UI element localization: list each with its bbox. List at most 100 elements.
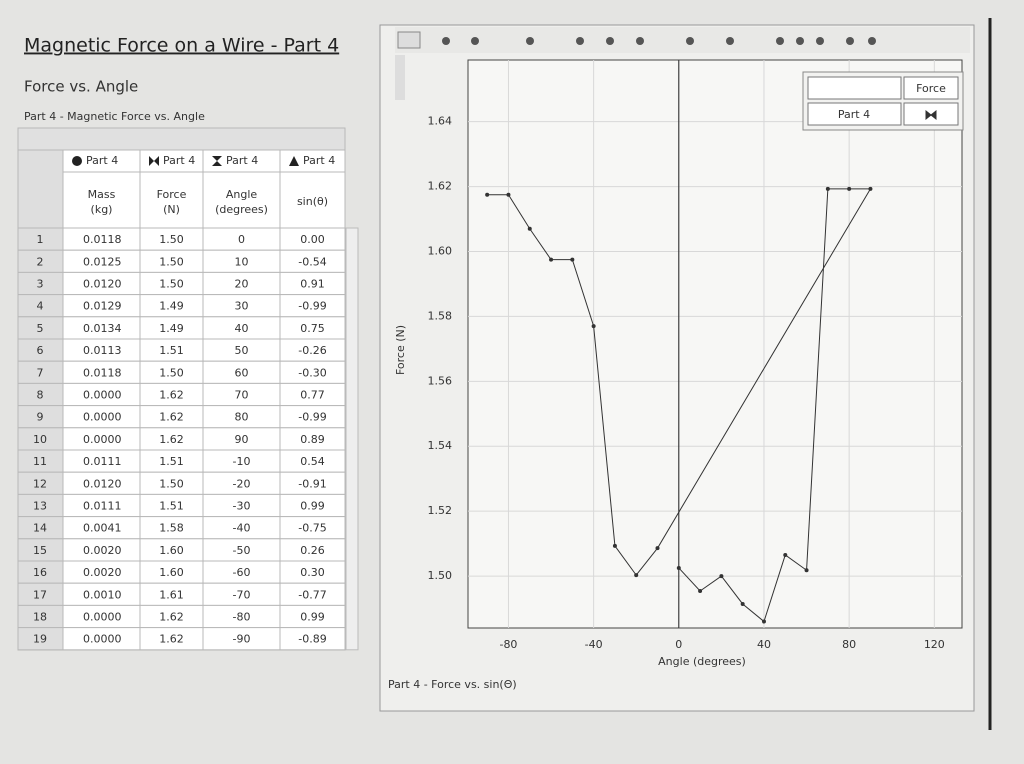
table-value: 1.62 [159,633,184,646]
table-value: -60 [233,566,251,579]
table-value: 30 [235,300,249,313]
scrollbar[interactable] [395,55,405,100]
row-number: 3 [37,278,44,291]
y-axis-label: Force (N) [394,325,407,375]
table-value: 0.30 [300,566,325,579]
table-value: 1.49 [159,322,184,335]
table-value: 0.75 [300,322,325,335]
table-value: 10 [235,255,249,268]
table-value: 1.61 [159,588,184,601]
data-point [825,186,830,191]
table-top [17,127,346,151]
series-symbol [289,156,299,166]
column-unit: (kg) [91,203,113,216]
table-value: 0.54 [300,455,325,468]
table-value: 0.0111 [83,455,122,468]
table-value: 60 [235,366,249,379]
table-value: 0.91 [300,278,325,291]
row-number: 8 [37,389,44,402]
table-value: 0.26 [300,544,325,557]
legend-label: Part 4 [838,108,870,121]
group-label: Part 4 [303,154,335,167]
table-value: -80 [233,611,251,624]
table-value: 0.99 [300,611,325,624]
row-number: 18 [33,611,47,624]
table-value: 1.60 [159,566,184,579]
table-value: 0.0120 [83,477,122,490]
table-value: 90 [235,433,249,446]
row-number: 12 [33,477,47,490]
legend-cell [903,102,959,126]
table-value: 1.62 [159,411,184,424]
data-point [506,192,511,197]
table-value: -0.77 [298,588,326,601]
table-value: 0.00 [300,233,325,246]
table-value: 1.62 [159,389,184,402]
x-tick-label: 0 [675,638,682,651]
x-tick-label: -80 [499,638,517,651]
y-tick-label: 1.62 [428,180,453,193]
table-value: 0.0000 [83,411,122,424]
series-symbol [149,156,159,166]
row-number: 15 [33,544,47,557]
row-number: 14 [33,522,47,535]
toolbar[interactable] [395,27,970,53]
data-point [719,574,724,579]
y-tick-label: 1.60 [428,244,453,257]
data-point [612,543,617,548]
table-value: 0.0020 [83,566,122,579]
table-value: 0.0118 [83,366,122,379]
table-value: -0.75 [298,522,326,535]
row-number: 2 [37,255,44,268]
data-point [591,324,596,329]
data-point [761,619,766,624]
legend-title: Force [916,82,946,95]
column-header [139,171,204,229]
scrollbar[interactable] [345,227,359,651]
data-point [804,568,809,573]
group-label: Part 4 [163,154,195,167]
data-point [655,546,660,551]
table-value: 1.51 [159,344,184,357]
row-number: 9 [37,411,44,424]
column-name: sin(θ) [297,195,328,208]
table-value: 0 [238,233,245,246]
series-symbol [72,156,82,166]
table-value: 1.51 [159,500,184,513]
table-value: 0.89 [300,433,325,446]
table-value: 0.0134 [83,322,122,335]
x-tick-label: -40 [585,638,603,651]
group-label: Part 4 [86,154,118,167]
column-header [279,171,346,229]
x-axis-label: Angle (degrees) [658,655,746,668]
table-value: 1.50 [159,477,184,490]
table-value: 1.50 [159,255,184,268]
data-point [783,552,788,557]
x-tick-label: 120 [924,638,945,651]
table-value: 0.0118 [83,233,122,246]
table-value: 50 [235,344,249,357]
table-value: 0.0120 [83,278,122,291]
table-value: 0.0129 [83,300,122,313]
table-value: 0.0000 [83,433,122,446]
table-value: 1.58 [159,522,184,535]
column-name: Force [157,188,187,201]
table-value: 1.51 [159,455,184,468]
row-number: 13 [33,500,47,513]
legend-symbol [925,109,937,121]
legend-cell [807,102,902,126]
table-value: -10 [233,455,251,468]
table-value: 0.0113 [83,344,122,357]
row-number: 7 [37,366,44,379]
table-value: 0.0020 [83,544,122,557]
table-value: 1.50 [159,233,184,246]
legend-cell [807,76,902,100]
table-value: 20 [235,278,249,291]
table-value: -0.99 [298,411,326,424]
table-value: 0.0000 [83,389,122,402]
column-name: Mass [88,188,116,201]
table-value: -0.99 [298,300,326,313]
x-tick-label: 40 [757,638,771,651]
table-value: 0.0010 [83,588,122,601]
data-point [847,186,852,191]
